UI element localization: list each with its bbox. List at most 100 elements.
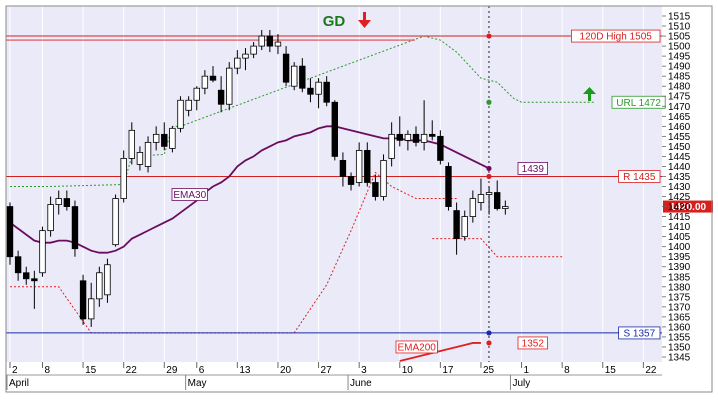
candle-body: [31, 278, 38, 282]
y-tick-label: 1515: [668, 12, 691, 23]
candle-body: [226, 67, 233, 105]
candle-body: [372, 182, 379, 197]
candle-body: [144, 141, 152, 167]
ema200-line: [399, 342, 481, 362]
trailing-stop-green: [10, 35, 595, 187]
label-ema30-value-text: 1439: [522, 164, 545, 175]
y-tick-label: 1420: [668, 202, 691, 213]
y-tick-label: 1495: [668, 52, 691, 63]
x-tick-label: 8: [564, 365, 570, 376]
y-tick-label: 1480: [668, 82, 691, 93]
candle-body: [404, 133, 412, 141]
y-tick-label: 1400: [668, 242, 691, 253]
y-tick-label: 1415: [668, 212, 691, 223]
candle-body: [315, 81, 322, 95]
x-tick-label: 25: [483, 365, 495, 376]
candle-body: [339, 160, 347, 177]
x-tick-label: 27: [321, 365, 333, 376]
candle-body: [282, 53, 290, 83]
y-tick-label: 1490: [668, 62, 691, 73]
label-120d-high-text: 120D High 1505: [580, 32, 653, 43]
y-tick-label: 1465: [668, 112, 691, 123]
label-120d-high-box: [571, 29, 661, 43]
candle-body: [152, 133, 160, 143]
candle-body: [493, 192, 501, 209]
y-tick-label: 1505: [668, 32, 691, 43]
label-ema200-box: [395, 340, 438, 354]
candle-body: [47, 204, 54, 232]
y-tick-label: 1460: [668, 122, 691, 133]
candle-body: [437, 135, 444, 161]
candle-body: [161, 133, 168, 147]
candle-body: [323, 81, 330, 103]
signal-arrows: [358, 12, 596, 101]
candle-body: [6, 206, 14, 258]
candle-body: [445, 166, 452, 207]
candle-body: [380, 160, 387, 197]
plot-frame: [5, 5, 713, 393]
y-tick-label: 1360: [668, 322, 691, 333]
y-tick-label: 1485: [668, 72, 691, 83]
y-tick-label: 1425: [668, 192, 691, 203]
label-resistance-box: [618, 170, 661, 183]
arrow-down-icon: [358, 12, 371, 28]
grid: [9, 6, 644, 362]
level-marker: [486, 173, 492, 180]
candle-body: [461, 216, 468, 238]
candle-body: [355, 149, 363, 183]
candle-body: [217, 89, 225, 105]
candle-body: [88, 298, 95, 320]
x-axis: 2 8 15 22 29 6 13 20 27 3 10 17 25 1 8 15 22 April May June…: [6, 362, 662, 390]
x-tick-label: 2: [12, 365, 18, 376]
x-tick-label: 22: [645, 365, 657, 376]
candle-body: [39, 230, 46, 274]
candle-body: [112, 198, 119, 246]
candle-body: [290, 65, 298, 87]
candle-body: [169, 127, 176, 149]
level-marker: [486, 99, 492, 105]
candle-body: [185, 99, 192, 111]
candle-body: [347, 176, 355, 185]
candle-body: [120, 158, 127, 199]
candle-body: [242, 53, 249, 59]
labels: 120D High 1505 R 1435 S 1357 URL 1472 1439 13…: [171, 29, 713, 354]
candle-body: [420, 133, 428, 143]
x-tick-label: 8: [44, 365, 50, 376]
label-ema30-box: [171, 188, 208, 201]
price-tag-text: 1420.00: [670, 202, 707, 213]
candle-body: [14, 256, 22, 274]
month-label: June: [350, 378, 372, 389]
arrow-up-shaft: [588, 93, 591, 101]
x-tick-label: 6: [199, 365, 205, 376]
x-tick-label: 29: [166, 365, 178, 376]
y-tick-label: 1350: [668, 342, 691, 353]
y-tick-label: 1445: [668, 152, 691, 163]
label-ema30-text: EMA30: [173, 190, 206, 201]
candle-body: [412, 133, 420, 143]
level-marker: [486, 330, 492, 336]
candle-body: [502, 206, 509, 209]
candle-body: [331, 101, 338, 157]
x-axis-background: [6, 362, 662, 392]
candle-body: [396, 133, 403, 141]
y-tick-label: 1365: [668, 312, 691, 323]
markers: [486, 33, 492, 346]
candle-body: [201, 75, 209, 89]
plot-background: [6, 6, 662, 362]
x-tick-label: 13: [239, 365, 251, 376]
y-tick-label: 1500: [668, 42, 691, 53]
price-tag-box: [663, 200, 713, 213]
x-tick-label: 22: [126, 365, 138, 376]
month-label: April: [9, 378, 29, 389]
candle-body: [234, 57, 241, 69]
candle-body: [63, 198, 71, 207]
y-axis-background: [662, 6, 712, 362]
candle-body: [364, 149, 371, 183]
label-ema30-value-box: [517, 162, 549, 175]
month-label: May: [188, 378, 207, 389]
candle-body: [96, 272, 103, 300]
y-tick-label: 1455: [668, 132, 691, 143]
signal-label: GD: [323, 13, 346, 30]
candle-body: [79, 280, 87, 320]
